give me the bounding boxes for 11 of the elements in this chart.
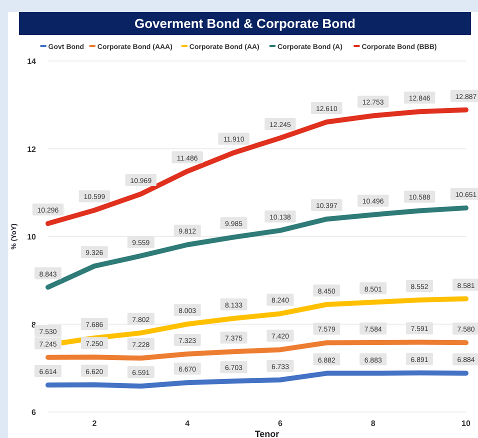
- x-tick-label: 10: [462, 419, 471, 428]
- y-tick-label: 10: [27, 232, 37, 242]
- x-tick-label: 2: [92, 419, 98, 428]
- x-tick-label: 8: [370, 419, 376, 428]
- x-tick-label: 4: [185, 419, 190, 428]
- y-tick-label: 6: [32, 408, 37, 417]
- y-tick-label: 14: [27, 57, 37, 66]
- x-axis-title: Tenor: [254, 429, 280, 438]
- x-tick-label: 6: [278, 419, 283, 428]
- y-tick-label: 12: [27, 144, 37, 154]
- chart-title: Goverment Bond & Corporate Bond: [134, 16, 356, 31]
